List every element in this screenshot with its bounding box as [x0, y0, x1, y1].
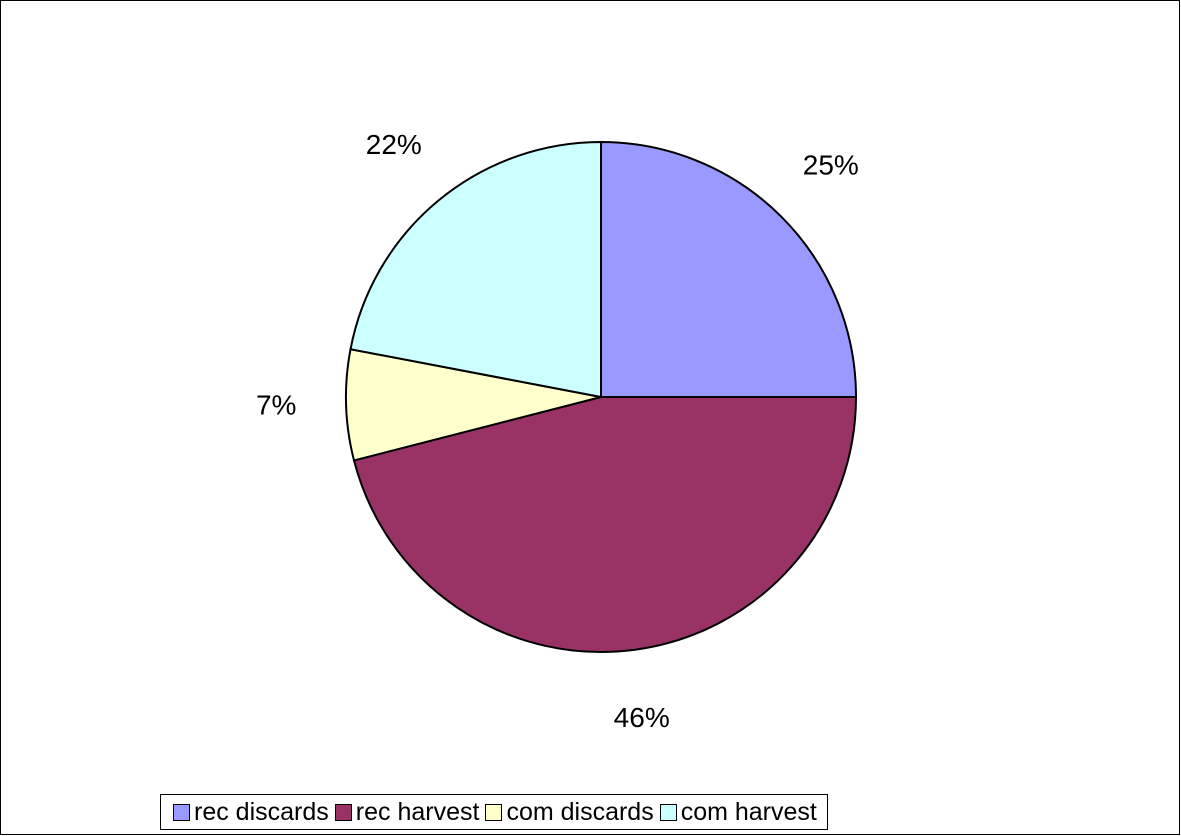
pie-slice-com-discards: [345, 348, 602, 462]
data-label-com-discards: 7%: [256, 390, 296, 421]
legend-swatch-com-discards: [485, 803, 503, 821]
legend-swatch-rec-discards: [173, 803, 190, 821]
data-label-rec-discards: 25%: [803, 150, 859, 181]
legend-item-com-discards: com discards: [485, 797, 654, 826]
legend-label-com-harvest: com harvest: [680, 797, 817, 826]
legend-item-rec-harvest: rec harvest: [334, 797, 480, 826]
data-label-com-harvest: 22%: [366, 129, 422, 160]
legend-item-com-harvest: com harvest: [659, 797, 817, 826]
pie-slice-rec-discards: [600, 140, 858, 398]
pie-slice-com-harvest: [349, 140, 602, 399]
legend: rec discards rec harvest com discards co…: [160, 794, 828, 830]
legend-label-com-discards: com discards: [506, 797, 654, 826]
data-label-rec-harvest: 46%: [614, 702, 670, 733]
legend-swatch-rec-harvest: [334, 803, 352, 821]
legend-item-rec-discards: rec discards: [173, 797, 329, 826]
legend-label-rec-discards: rec discards: [194, 797, 329, 826]
legend-label-rec-harvest: rec harvest: [355, 797, 480, 826]
pie-slice-rec-harvest: [352, 396, 858, 653]
legend-swatch-com-harvest: [659, 803, 677, 821]
